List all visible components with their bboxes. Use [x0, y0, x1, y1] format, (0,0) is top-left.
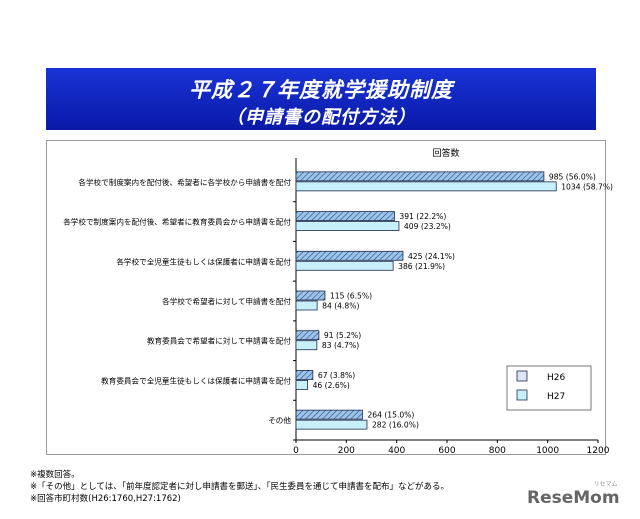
bar-h26: [295, 211, 395, 221]
category-label: 各学校で制度案内を配付後、希望者に各学校から申請書を配付: [78, 177, 291, 187]
bar-h27: [295, 380, 308, 390]
bar-h27: [295, 419, 368, 430]
bar-value-label: 115 (6.5%): [330, 292, 372, 301]
x-tick-label: 600: [438, 446, 455, 456]
x-tick-label: 1000: [536, 446, 559, 456]
category-label: 教育委員会で希望者に対して申請書を配付: [147, 336, 291, 346]
bar-value-label: 985 (56.0%): [549, 172, 596, 181]
category-label: 各学校で全児童生徒もしくは保護者に申請書を配付: [116, 256, 291, 266]
bar-value-label: 1034 (58.7%): [561, 182, 613, 191]
bar-h26: [295, 290, 326, 301]
note-3: ※回答市町村数(H26:1760,H27:1762): [30, 494, 181, 504]
x-tick-label: 400: [388, 446, 405, 456]
legend-swatch-h26: [516, 370, 528, 382]
bar-value-label: 83 (4.7%): [322, 341, 359, 350]
category-label: 教育委員会で全児童生徒もしくは保護者に申請書を配付: [101, 375, 291, 385]
category-label: 各学校で希望者に対して申請書を配付: [162, 296, 291, 306]
category-label: 各学校で制度案内を配付後、希望者に教育委員会から申請書を配付: [63, 217, 291, 227]
bar-h26: [295, 370, 314, 380]
chart-title: 回答数: [432, 147, 459, 159]
notes: ※複数回答。 ※「その他」としては、「前年度認定者に対し申請書を郵送」、「民生委…: [30, 469, 449, 505]
bar-h26: [295, 409, 363, 420]
x-tick-label: 0: [293, 446, 299, 456]
title-line1: 平成２７年度就学援助制度: [189, 78, 453, 102]
title-line2: （申請書の配付方法）: [226, 107, 416, 128]
bar-value-label: 67 (3.8%): [318, 371, 355, 380]
bar-h27: [295, 260, 394, 271]
bar-h27: [295, 340, 318, 351]
chart-frame: [46, 140, 606, 455]
bar-value-label: 282 (16.0%): [372, 421, 419, 430]
x-tick-label: 800: [489, 446, 506, 456]
bar-h27: [295, 181, 557, 192]
bar-value-label: 425 (24.1%): [408, 252, 455, 261]
bar-h27: [295, 300, 318, 311]
bar-value-label: 391 (22.2%): [399, 212, 446, 221]
note-2: ※「その他」としては、「前年度認定者に対し申請書を郵送」、「民生委員を通じて申請…: [30, 482, 449, 492]
bar-h26: [295, 250, 404, 261]
legend-label-h26: H26: [547, 373, 565, 383]
logo-subtext: リセマム: [593, 481, 618, 488]
bar-value-label: 46 (2.6%): [313, 381, 350, 390]
resemom-logo: ReseMom リセマム: [527, 481, 620, 508]
bar-value-label: 409 (23.2%): [404, 222, 451, 231]
bar-h27: [295, 221, 400, 231]
title-banner: 平成２７年度就学援助制度 （申請書の配付方法）: [46, 68, 596, 130]
x-tick-label: 1200: [587, 446, 610, 456]
logo-text: ReseMom: [527, 488, 620, 508]
bar-h26: [295, 171, 545, 182]
category-label: その他: [268, 415, 291, 425]
bar-h26: [295, 330, 320, 341]
bar-value-label: 264 (15.0%): [367, 411, 414, 420]
legend-label-h27: H27: [547, 392, 565, 402]
note-1: ※複数回答。: [30, 470, 80, 480]
legend-swatch-h27: [516, 389, 528, 401]
bar-value-label: 386 (21.9%): [398, 262, 445, 271]
bar-value-label: 91 (5.2%): [324, 331, 361, 340]
x-tick-label: 200: [338, 446, 355, 456]
bar-value-label: 84 (4.8%): [322, 302, 359, 311]
